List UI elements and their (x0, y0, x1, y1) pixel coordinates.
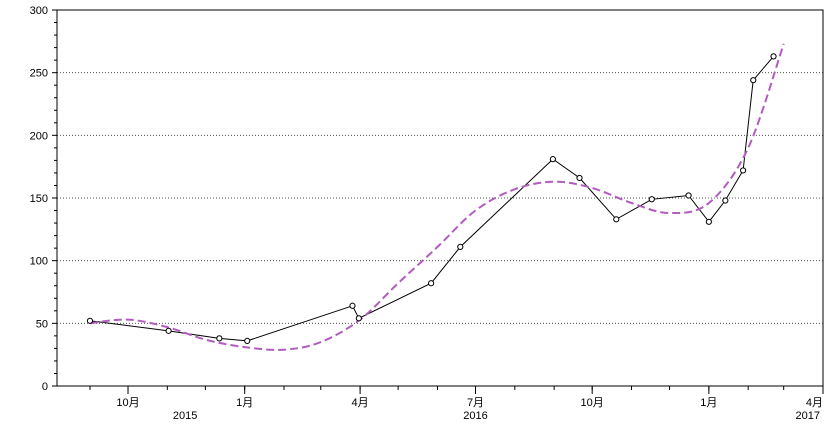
axes (52, 9, 824, 394)
data-point (685, 192, 692, 199)
y-tick-label: 100 (30, 256, 48, 268)
x-year-label: 2017 (796, 410, 820, 422)
x-tick-label: 1月 (236, 397, 253, 409)
y-tick-label: 50 (36, 318, 48, 330)
data-point (722, 197, 729, 204)
x-year-label: 2015 (173, 410, 197, 422)
data-point (740, 167, 747, 174)
x-tick-label: 7月 (467, 397, 484, 409)
y-tick-label: 300 (30, 5, 48, 17)
x-year-label: 2016 (463, 410, 487, 422)
data-point (648, 196, 655, 203)
x-tick-label: 1月 (700, 397, 717, 409)
data-point (576, 174, 583, 182)
data-point (165, 327, 172, 334)
data-point (750, 77, 757, 84)
x-tick-label: 10月 (116, 397, 139, 409)
y-tick-label: 0 (42, 381, 48, 393)
data-line (89, 56, 774, 342)
gridlines (57, 72, 823, 324)
y-tick-label: 200 (30, 130, 48, 142)
plot-frame (56, 9, 824, 387)
data-point (770, 53, 777, 60)
x-tick-label: 10月 (581, 397, 604, 409)
data-point (216, 335, 223, 342)
data-point (705, 218, 712, 225)
data-point (428, 280, 435, 287)
tick-labels: 0 50 100 150 200 250 300 10月 1月 4月 7月 10月 1月 4月 2015 20… (30, 5, 823, 422)
data-point (549, 156, 556, 163)
data-point (349, 302, 356, 309)
x-tick-label: 4月 (806, 397, 823, 409)
data-point (86, 317, 94, 324)
x-tick-label: 4月 (352, 397, 369, 409)
data-point (613, 216, 620, 223)
data-point (244, 337, 251, 344)
y-tick-label: 250 (30, 68, 48, 80)
y-tick-label: 150 (30, 193, 48, 205)
data-point (457, 243, 464, 250)
data-point (355, 315, 362, 322)
series (86, 43, 785, 351)
